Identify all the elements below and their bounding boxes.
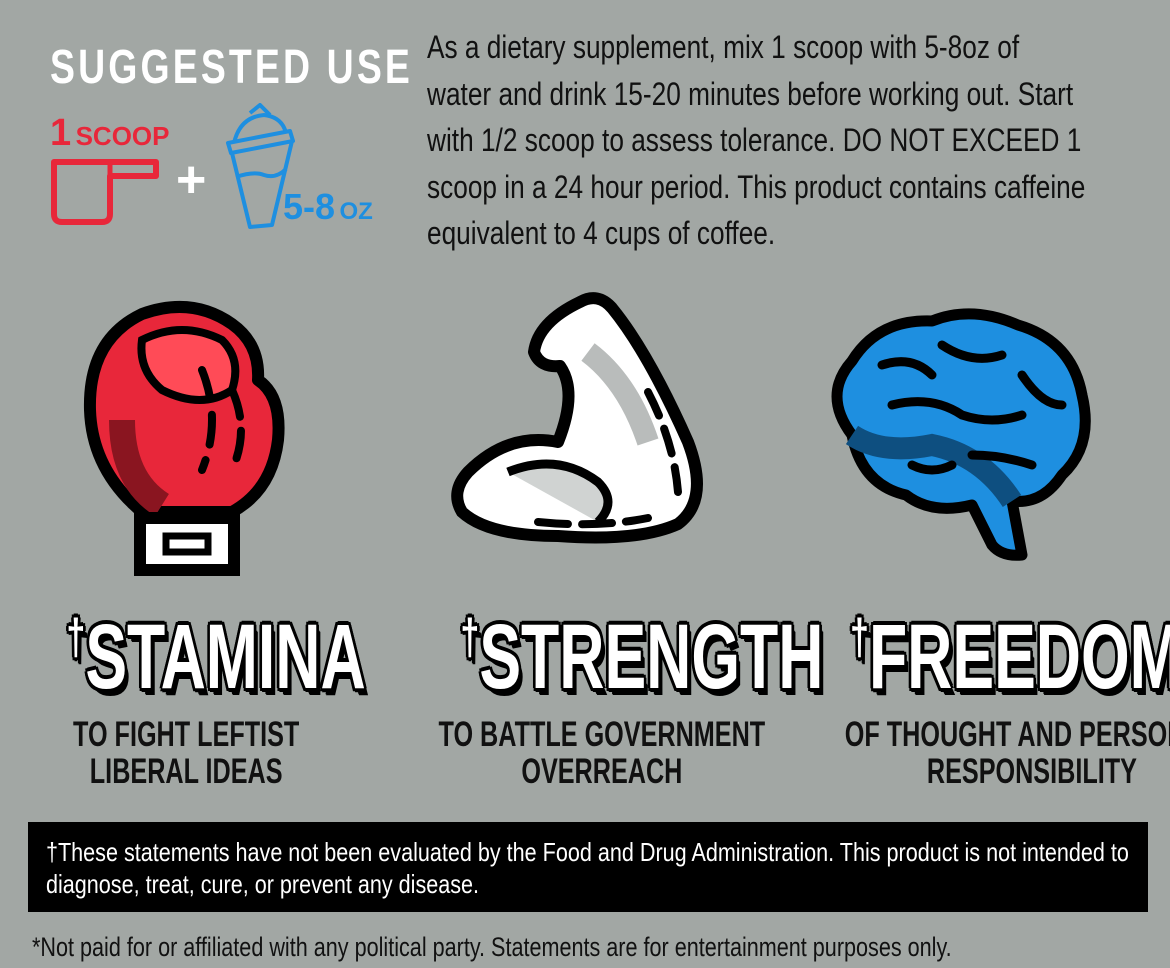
benefit-title: †STAMINA [66,606,366,708]
brain-icon [831,308,1091,561]
fda-disclaimer: †These statements have not been evaluate… [28,822,1148,912]
benefit-title: †STRENGTH [460,606,824,708]
benefit-description: TO BATTLE GOVERNMENT OVERREACH [438,715,766,791]
water-amount-label: 5-8 OZ [283,186,373,227]
suggested-use-title: SUGGESTED USE [50,41,414,94]
shaker-bottle-icon [226,103,295,229]
scoop-icon [51,159,159,225]
benefit-title: †FREEDOM [850,606,1170,708]
benefit-strength: †STRENGTH TO BATTLE GOVERNMENT OVERREACH [375,611,824,790]
boxing-glove-icon [83,300,285,576]
plus-sign: + [176,151,207,209]
benefit-stamina: †STAMINA TO FIGHT LEFTIST LIBERAL IDEAS [0,606,376,791]
benefit-freedom: †FREEDOM OF THOUGHT AND PERSONALRESPONSI… [772,611,1170,790]
flexed-arm-icon [451,292,703,544]
instructions-text: As a dietary supplement, mix 1 scoop wit… [427,29,1086,251]
political-footnote: *Not paid for or affiliated with any pol… [32,932,952,962]
scoop-label: 1 SCOOP [50,112,170,154]
benefit-description: TO FIGHT LEFTIST LIBERAL IDEAS [72,715,300,791]
benefit-description: OF THOUGHT AND PERSONALRESPONSIBILITY [844,715,1170,791]
